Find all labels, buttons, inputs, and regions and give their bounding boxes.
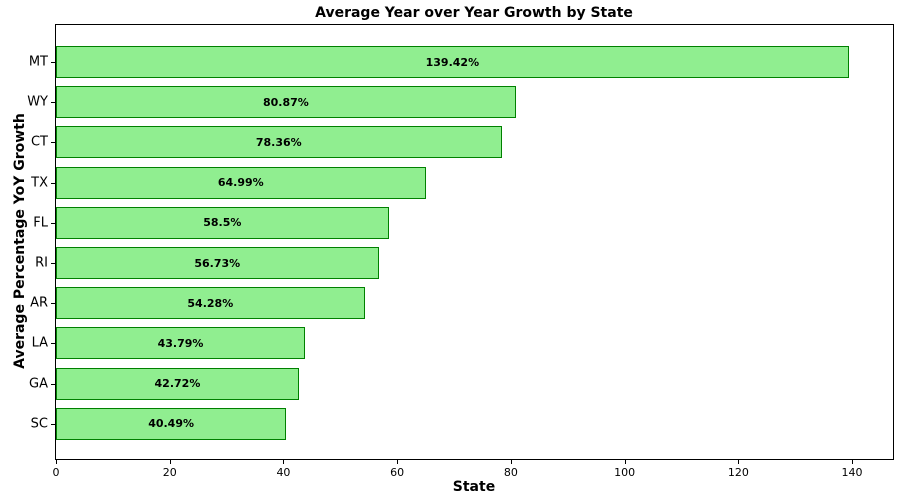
y-tick: [51, 182, 55, 184]
x-tick: [624, 460, 626, 464]
x-tick-label: 20: [162, 466, 177, 479]
x-tick-label: 0: [52, 466, 60, 479]
y-tick-label: AR: [30, 295, 48, 311]
chart-title: Average Year over Year Growth by State: [315, 5, 633, 21]
y-axis-label: Average Percentage YoY Growth: [12, 113, 28, 369]
bar-sc: 40.49%: [56, 407, 287, 440]
bar-value-label: 40.49%: [148, 417, 195, 431]
x-tick-label: 60: [390, 466, 405, 479]
y-tick: [51, 343, 55, 345]
bar-la: 43.79%: [56, 327, 305, 360]
bar-wy: 80.87%: [56, 86, 516, 119]
y-tick: [51, 142, 55, 144]
bar-value-label: 54.28%: [187, 296, 234, 310]
x-axis-label: State: [452, 479, 496, 495]
x-tick: [283, 460, 285, 464]
y-tick-label: RI: [35, 255, 48, 271]
bar-value-label: 80.87%: [263, 95, 309, 109]
y-tick: [51, 102, 55, 104]
bar-value-label: 42.72%: [154, 377, 201, 391]
x-tick: [56, 460, 57, 464]
bar-ct: 78.36%: [56, 126, 502, 159]
x-tick: [852, 460, 854, 464]
y-tick-label: WY: [27, 94, 48, 110]
bar-value-label: 78.36%: [255, 135, 302, 149]
bar-value-label: 58.5%: [203, 216, 242, 230]
x-tick-label: 40: [276, 466, 291, 479]
bar-value-label: 64.99%: [217, 176, 264, 190]
y-tick: [51, 62, 55, 63]
y-tick-label: MT: [28, 54, 48, 70]
y-tick-label: TX: [31, 175, 48, 191]
x-tick: [510, 460, 512, 464]
bar-value-label: 56.73%: [194, 256, 241, 270]
x-tick: [397, 460, 399, 464]
x-tick-label: 100: [614, 466, 636, 479]
y-tick: [51, 303, 55, 305]
x-tick-label: 120: [727, 466, 749, 479]
bar-ga: 42.72%: [56, 367, 299, 400]
bar-ri: 56.73%: [56, 247, 379, 279]
y-tick-label: LA: [31, 335, 48, 351]
plot-area: 139.42% MT 80.87% WY 78.36% CT 64.99% TX 58.5% FL…: [27, 24, 894, 479]
y-tick-label: SC: [30, 416, 48, 432]
bar-ar: 54.28%: [56, 287, 365, 320]
x-tick: [169, 460, 171, 464]
bar-value-label: 139.42%: [425, 55, 480, 69]
y-tick-label: CT: [30, 134, 48, 150]
bar-value-label: 43.79%: [157, 336, 204, 350]
x-tick: [738, 460, 740, 464]
y-tick: [51, 222, 55, 224]
y-tick: [51, 423, 55, 425]
bar-mt: 139.42%: [56, 46, 849, 78]
x-tick-label: 80: [503, 466, 518, 479]
bar-fl: 58.5%: [56, 206, 389, 239]
y-tick-label: FL: [33, 215, 48, 231]
y-tick-label: GA: [29, 376, 48, 392]
bar-tx: 64.99%: [56, 166, 426, 199]
y-tick: [51, 383, 55, 385]
x-tick-label: 140: [841, 466, 863, 479]
y-tick: [51, 263, 55, 264]
